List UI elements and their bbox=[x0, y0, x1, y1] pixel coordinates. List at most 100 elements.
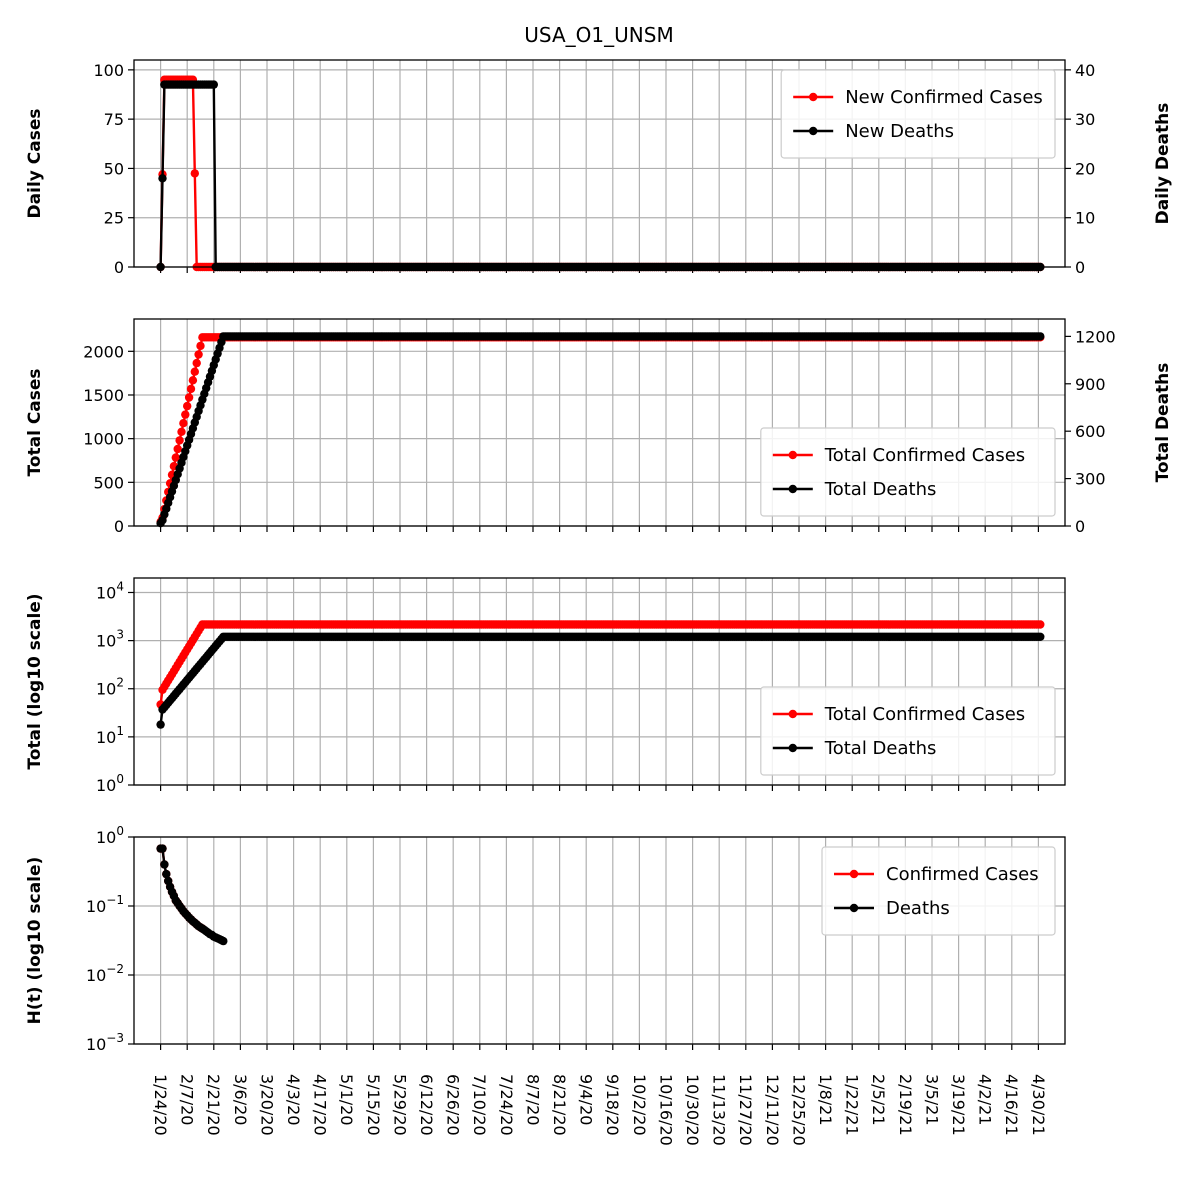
y-right-tick-label: 20 bbox=[1075, 159, 1095, 178]
y-right-tick-label: 300 bbox=[1075, 470, 1106, 489]
axes-frame bbox=[133, 59, 1066, 268]
legend-marker bbox=[788, 709, 797, 719]
y-tick-exponent: 1 bbox=[116, 724, 124, 738]
y-tick-exponent: 3 bbox=[116, 628, 124, 642]
data-point bbox=[158, 844, 167, 853]
y-tick-exponent: −2 bbox=[106, 962, 124, 976]
x-tick-label: 1/8/21 bbox=[816, 1074, 835, 1126]
data-point bbox=[194, 350, 203, 359]
x-tick-label: 8/21/20 bbox=[550, 1074, 569, 1136]
legend-marker bbox=[809, 126, 818, 136]
y-right-tick-label: 600 bbox=[1075, 422, 1106, 441]
legend-label: Total Confirmed Cases bbox=[824, 704, 1025, 725]
y-axis-label: Daily Cases bbox=[25, 109, 45, 219]
y-tick-exponent: 0 bbox=[116, 824, 124, 838]
x-tick-label: 9/4/20 bbox=[577, 1074, 596, 1126]
y-axis-label: Total Cases bbox=[25, 368, 45, 476]
y-tick-label: 100 bbox=[93, 61, 124, 80]
data-point bbox=[219, 936, 228, 946]
x-tick-label: 12/25/20 bbox=[789, 1074, 808, 1146]
x-tick-label: 2/21/20 bbox=[204, 1074, 223, 1136]
x-tick-label: 3/5/21 bbox=[922, 1074, 941, 1126]
x-tick-label: 7/24/20 bbox=[497, 1074, 516, 1136]
legend-box bbox=[760, 686, 1056, 776]
legend-marker bbox=[849, 903, 859, 913]
data-point bbox=[184, 393, 194, 402]
x-tick-label: 11/13/20 bbox=[710, 1074, 729, 1146]
data-point bbox=[1036, 620, 1045, 629]
x-tick-label: 5/15/20 bbox=[364, 1074, 383, 1136]
data-point bbox=[158, 174, 167, 183]
x-tick-label: 4/17/20 bbox=[311, 1074, 330, 1136]
legend-marker bbox=[849, 869, 859, 879]
subplot-2: 0 500 1000 1500 2000 0 300 600 900 1200 Total Case… bbox=[25, 318, 1173, 536]
x-tick-label: 6/12/20 bbox=[417, 1074, 436, 1136]
x-tick-label: 10/16/20 bbox=[656, 1074, 675, 1146]
legend-box bbox=[760, 427, 1056, 517]
x-tick-label: 5/29/20 bbox=[390, 1074, 409, 1136]
x-tick-label: 2/19/21 bbox=[896, 1074, 915, 1136]
data-point bbox=[196, 341, 205, 351]
x-tick-label: 10/30/20 bbox=[683, 1074, 702, 1146]
y-tick-label: 1000 bbox=[83, 430, 124, 449]
legend-label: Deaths bbox=[886, 898, 950, 919]
data-point bbox=[192, 358, 201, 368]
data-point bbox=[190, 367, 199, 376]
x-tick-label: 3/20/20 bbox=[257, 1074, 276, 1136]
legend: New Confirmed Cases New Deaths bbox=[780, 69, 1056, 159]
x-tick-label: 1/24/20 bbox=[151, 1074, 170, 1136]
y-tick-label: 500 bbox=[93, 473, 124, 492]
legend-marker bbox=[788, 484, 797, 494]
legend-label: Total Deaths bbox=[824, 738, 937, 759]
y-tick-label: 50 bbox=[104, 159, 124, 178]
x-tick-label: 10/2/20 bbox=[630, 1074, 649, 1136]
legend-label: Total Confirmed Cases bbox=[824, 445, 1025, 466]
y-tick-label: 0 bbox=[114, 517, 124, 536]
y-tick-exponent: 2 bbox=[116, 676, 124, 690]
y-tick-exponent: −1 bbox=[106, 893, 124, 907]
series-2 bbox=[156, 332, 1045, 528]
x-tick-label: 4/2/21 bbox=[976, 1074, 995, 1126]
y-tick-exponent: 4 bbox=[116, 579, 124, 593]
series-2 bbox=[156, 844, 228, 946]
y-right-tick-label: 1200 bbox=[1075, 327, 1116, 346]
data-point bbox=[188, 376, 198, 385]
legend: Total Confirmed Cases Total Deaths bbox=[760, 686, 1056, 776]
data-point bbox=[162, 869, 171, 879]
legend-box bbox=[821, 846, 1056, 936]
x-tick-label: 1/22/21 bbox=[843, 1074, 862, 1136]
legend-marker bbox=[788, 743, 797, 753]
y-tick-label: 25 bbox=[104, 209, 124, 228]
legend-label: New Deaths bbox=[845, 121, 954, 142]
data-point bbox=[175, 436, 184, 445]
data-point bbox=[156, 720, 165, 729]
data-point bbox=[177, 427, 186, 436]
x-tick-label: 8/7/20 bbox=[523, 1074, 542, 1126]
x-tick-label: 12/11/20 bbox=[763, 1074, 782, 1146]
x-tick-label: 2/7/20 bbox=[178, 1074, 197, 1126]
y-tick-label: 1500 bbox=[83, 386, 124, 405]
axes-frame bbox=[133, 836, 1066, 1045]
legend-label: Total Deaths bbox=[824, 479, 937, 500]
y-right-tick-label: 30 bbox=[1075, 110, 1095, 129]
y-tick-label: 75 bbox=[104, 110, 124, 129]
data-point bbox=[1036, 632, 1045, 641]
series-1 bbox=[156, 620, 1045, 709]
axes-frame bbox=[133, 577, 1066, 786]
legend-marker bbox=[809, 92, 818, 102]
data-point bbox=[181, 410, 190, 419]
data-point bbox=[160, 860, 169, 869]
y-right-tick-label: 0 bbox=[1075, 517, 1085, 536]
data-point bbox=[171, 453, 180, 462]
legend-label: Confirmed Cases bbox=[886, 864, 1039, 885]
y-axis-label-right: Total Deaths bbox=[1153, 363, 1173, 483]
y-axis-label: H(t) (log10 scale) bbox=[25, 857, 45, 1025]
x-tick-label: 9/18/20 bbox=[603, 1074, 622, 1136]
x-tick-label: 3/6/20 bbox=[231, 1074, 250, 1126]
legend-box bbox=[780, 69, 1056, 159]
data-point bbox=[190, 169, 199, 178]
x-tick-label: 4/16/21 bbox=[1002, 1074, 1021, 1136]
y-tick-label: 2000 bbox=[83, 342, 124, 361]
